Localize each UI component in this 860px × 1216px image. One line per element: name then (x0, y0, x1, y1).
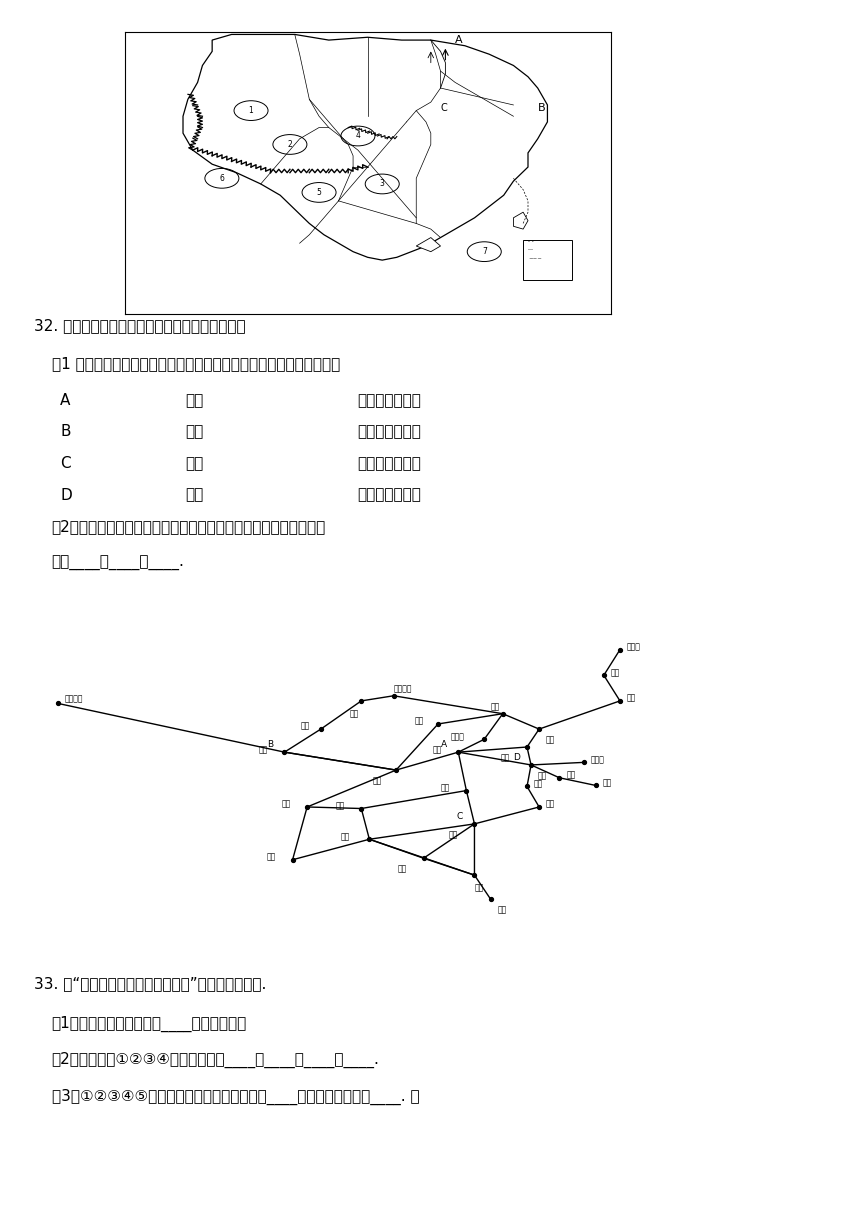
Text: 乌鲁木齐: 乌鲁木齐 (65, 694, 83, 704)
Text: 包头: 包头 (349, 709, 359, 717)
Text: 京广线与陇海线: 京广线与陇海线 (357, 488, 421, 502)
Text: 株洲: 株洲 (449, 831, 458, 839)
Text: 长春: 长春 (611, 668, 620, 677)
Text: C: C (60, 456, 71, 471)
Text: 柳州: 柳州 (397, 865, 407, 874)
Text: C: C (440, 102, 447, 113)
Text: （1）图中属于外流区的是____．（填字母）: （1）图中属于外流区的是____．（填字母） (52, 1015, 247, 1031)
Bar (523, 241, 572, 280)
Text: 株洲: 株洲 (185, 456, 203, 471)
Text: 郑州: 郑州 (185, 393, 203, 407)
Text: 7: 7 (482, 247, 487, 257)
Text: D: D (60, 488, 72, 502)
Text: 合肥: 合肥 (534, 779, 544, 788)
Text: 兰州: 兰州 (185, 424, 203, 439)
Text: 32. 读我国简要铁路干线分布图，完成下列要求：: 32. 读我国简要铁路干线分布图，完成下列要求： (34, 319, 246, 333)
Text: 33. 读“我国外流区和内流区示意图”，回答下列问题.: 33. 读“我国外流区和内流区示意图”，回答下列问题. (34, 976, 267, 991)
Text: 1: 1 (249, 106, 254, 116)
Text: （2）将新疆的长绒棉从乌鲁木齐运到上海，经过最近的铁路线依次: （2）将新疆的长绒棉从乌鲁木齐运到上海，经过最近的铁路线依次 (52, 519, 326, 534)
Text: 西安: 西安 (373, 777, 382, 786)
Text: 昆明: 昆明 (267, 852, 276, 861)
Text: 沈阳: 沈阳 (627, 693, 636, 703)
Text: A: A (60, 393, 71, 407)
Text: 北京: 北京 (491, 703, 500, 711)
Text: 徐州: 徐州 (538, 772, 547, 781)
Text: 九龙: 九龙 (498, 906, 507, 914)
Polygon shape (183, 34, 548, 260)
Text: 济南: 济南 (501, 754, 510, 762)
Text: 3: 3 (380, 180, 384, 188)
Text: 5: 5 (316, 188, 322, 197)
Text: 广州: 广州 (475, 883, 483, 893)
Text: 哈尔滨: 哈尔滨 (627, 642, 641, 652)
Text: 成都: 成都 (281, 800, 291, 809)
Text: 呼和浩特: 呼和浩特 (394, 685, 412, 693)
Text: （2）图中河流①②③④的名称分别是____、____、____、____.: （2）图中河流①②③④的名称分别是____、____、____、____. (52, 1052, 379, 1068)
Text: 石家庄: 石家庄 (451, 732, 464, 741)
Text: 南京: 南京 (566, 771, 575, 779)
Text: C: C (457, 812, 463, 821)
Text: 6: 6 (219, 174, 224, 182)
Text: ---: --- (528, 248, 534, 253)
Text: 天津: 天津 (546, 736, 556, 744)
Text: 郑州: 郑州 (433, 745, 442, 754)
Text: 贵阳: 贵阳 (341, 832, 350, 841)
Text: 南昌: 南昌 (546, 800, 556, 809)
Text: （1 图中字母与所代表的铁路枢纽城市及其所交汇的铁路线连接起来：: （1 图中字母与所代表的铁路枢纽城市及其所交汇的铁路线连接起来： (52, 356, 340, 371)
Text: 2: 2 (287, 140, 292, 150)
Text: 京广线与浙赣线: 京广线与浙赣线 (357, 393, 421, 407)
Text: 4: 4 (355, 131, 360, 141)
Text: D: D (513, 753, 520, 761)
Text: 京沪线与陇海线: 京沪线与陇海线 (357, 456, 421, 471)
Text: （3）①②③④⑤五条河流中，结冰期最长的是____，含沙量最大的是____. 流: （3）①②③④⑤五条河流中，结冰期最长的是____，含沙量最大的是____. 流 (52, 1088, 419, 1104)
Polygon shape (513, 212, 528, 229)
Text: B: B (267, 741, 273, 749)
Text: 连云港: 连云港 (591, 755, 605, 764)
Polygon shape (416, 237, 440, 252)
Text: 重庆: 重庆 (335, 801, 345, 810)
Text: ~~~: ~~~ (528, 257, 542, 261)
Text: 武汉: 武汉 (440, 783, 450, 793)
Text: 是：____、____、____.: 是：____、____、____. (52, 556, 185, 570)
Text: B: B (538, 102, 545, 113)
Text: A: A (455, 35, 463, 45)
Text: 徐州: 徐州 (185, 488, 203, 502)
Text: 兰州: 兰州 (259, 745, 267, 754)
Text: 上海: 上海 (603, 778, 612, 787)
Text: A: A (440, 741, 447, 749)
Text: 兰新线与包兰线: 兰新线与包兰线 (357, 424, 421, 439)
Text: 银川: 银川 (300, 722, 310, 731)
Text: - -: - - (528, 240, 534, 244)
Text: 太原: 太原 (415, 716, 424, 726)
Text: B: B (60, 424, 71, 439)
